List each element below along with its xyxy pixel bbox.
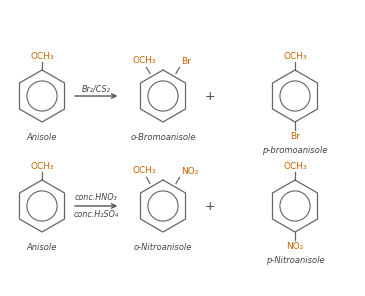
Text: p-bromoanisole: p-bromoanisole [262,146,328,155]
Text: conc.HNO₃: conc.HNO₃ [74,193,118,202]
Text: +: + [205,200,215,213]
Text: OCH₃: OCH₃ [133,166,156,176]
Text: OCH₃: OCH₃ [30,162,54,171]
Text: OCH₃: OCH₃ [283,52,307,61]
Text: o-Nitroanisole: o-Nitroanisole [134,243,192,252]
Text: Br₂/CS₂: Br₂/CS₂ [81,84,111,93]
Text: NO₂: NO₂ [181,168,199,176]
Text: Anisole: Anisole [27,243,57,252]
Text: NO₂: NO₂ [286,242,304,251]
Text: Br: Br [290,132,300,141]
Text: +: + [205,89,215,102]
Text: OCH₃: OCH₃ [283,162,307,171]
Text: Anisole: Anisole [27,133,57,142]
Text: OCH₃: OCH₃ [133,57,156,65]
Text: OCH₃: OCH₃ [30,52,54,61]
Text: Br: Br [181,57,191,66]
Text: conc.H₂SO₄: conc.H₂SO₄ [73,210,119,219]
Text: p-Nitroanisole: p-Nitroanisole [266,256,324,265]
Text: o-Bromoanisole: o-Bromoanisole [130,133,196,142]
